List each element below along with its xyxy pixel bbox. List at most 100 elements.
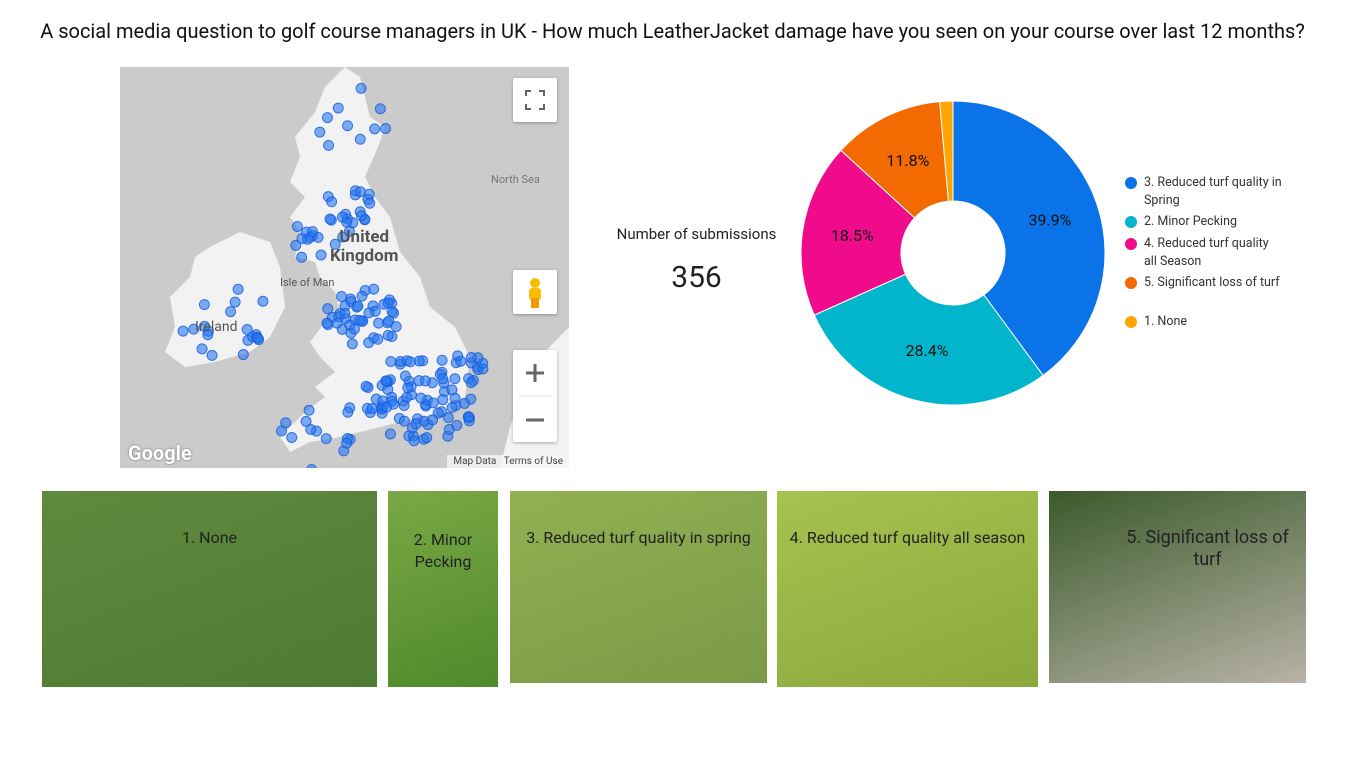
map-marker (427, 414, 439, 426)
map-marker (463, 411, 475, 423)
map-marker (449, 392, 461, 404)
map-marker (404, 356, 416, 368)
map-marker (356, 290, 368, 302)
map-marker (342, 120, 354, 132)
map-marker (322, 303, 334, 315)
legend-swatch (1125, 277, 1137, 289)
map-marker (296, 251, 308, 263)
legend-swatch (1125, 316, 1137, 328)
pegman-button[interactable] (513, 270, 557, 314)
legend-item: 4. Reduced turf quality all Season (1125, 235, 1284, 271)
map-marker (366, 403, 378, 415)
map-marker (257, 295, 269, 307)
turf-photo: 4. Reduced turf quality all season (777, 491, 1038, 687)
map-marker (360, 380, 372, 392)
map-marker (465, 351, 477, 363)
page-title: A social media question to golf course m… (40, 19, 1305, 43)
map-marker (408, 435, 420, 447)
map-marker (381, 401, 393, 413)
legend-label: 4. Reduced turf quality all Season (1144, 236, 1269, 269)
map-marker (385, 356, 397, 368)
scorecard-value: 356 (671, 260, 722, 295)
donut-slice (813, 273, 1044, 406)
map-marker (286, 432, 298, 444)
map-marker (382, 297, 394, 309)
slice-label: 28.4% (906, 341, 949, 360)
map-marker (198, 299, 210, 311)
map-marker (252, 332, 264, 344)
map-marker (399, 370, 411, 382)
map-marker (305, 424, 317, 436)
map-marker (342, 406, 354, 418)
photo-caption: 1. None (181, 528, 238, 547)
map-marker (315, 249, 327, 261)
map-marker (446, 402, 458, 414)
map-marker (415, 392, 427, 404)
turf-photo: 3. Reduced turf quality in spring (510, 491, 767, 683)
legend-label: 1. None (1144, 314, 1187, 329)
map-marker (321, 317, 333, 329)
map-marker (437, 373, 449, 385)
photo-caption: 4. Reduced turf quality all season (789, 528, 1026, 547)
map-marker (364, 197, 376, 209)
fullscreen-button[interactable] (513, 78, 557, 122)
map-marker (241, 323, 253, 335)
country-label: United Kingdom (330, 228, 398, 266)
map-canvas (165, 67, 569, 468)
donut-slice (800, 149, 916, 316)
map-marker (343, 225, 355, 237)
map-marker (331, 317, 343, 329)
map-marker (369, 123, 381, 135)
map-marker (380, 375, 392, 387)
map-terms[interactable]: Terms of Use (503, 456, 563, 467)
donut-slice (939, 100, 954, 202)
map-marker (436, 354, 448, 366)
isle-label: Isle of Man (280, 276, 335, 289)
legend-label: 5. Significant loss of turf (1144, 275, 1280, 290)
photo-caption: 3. Reduced turf quality in spring (526, 528, 751, 547)
map-marker (320, 433, 332, 445)
map-marker (306, 464, 317, 468)
map-marker (326, 196, 338, 208)
map-marker (373, 317, 385, 329)
map[interactable]: North Sea United Kingdom Isle of Man Irel… (120, 67, 569, 468)
map-marker (355, 82, 367, 94)
map-marker (290, 239, 302, 251)
fullscreen-icon (525, 90, 545, 110)
zoom-controls (513, 350, 557, 442)
map-marker (363, 307, 375, 319)
map-marker (352, 300, 364, 312)
legend-label: 3. Reduced turf quality in Spring (1144, 175, 1282, 208)
map-marker (237, 349, 249, 361)
map-marker (341, 437, 353, 449)
turf-photo: 2. Minor Pecking (388, 491, 498, 687)
map-marker (303, 404, 315, 416)
slice-label: 39.9% (1028, 210, 1071, 229)
legend-item: 5. Significant loss of turf (1125, 274, 1284, 292)
map-marker (384, 428, 396, 440)
map-marker (323, 139, 335, 151)
map-marker (188, 323, 200, 335)
map-footer: Map Data Terms of Use (447, 455, 569, 468)
legend-swatch (1125, 216, 1137, 228)
map-marker (291, 220, 303, 232)
map-marker (314, 126, 326, 138)
map-marker (419, 375, 431, 387)
sea-label: North Sea (491, 173, 540, 186)
map-marker (321, 112, 333, 124)
map-data[interactable]: Map Data (453, 456, 497, 467)
map-marker (402, 382, 414, 394)
photo-caption: 2. Minor Pecking (413, 530, 473, 571)
map-marker (202, 329, 214, 341)
map-marker (398, 399, 410, 411)
legend-item: 2. Minor Pecking (1125, 213, 1284, 231)
map-marker (455, 355, 467, 367)
legend-label: 2. Minor Pecking (1144, 214, 1238, 229)
map-marker (329, 238, 341, 250)
map-marker (372, 333, 384, 345)
scorecard-label: Number of submissions (616, 225, 777, 243)
map-marker (206, 349, 218, 361)
map-marker (421, 432, 433, 444)
zoom-icons (519, 364, 551, 422)
map-marker (232, 283, 244, 295)
